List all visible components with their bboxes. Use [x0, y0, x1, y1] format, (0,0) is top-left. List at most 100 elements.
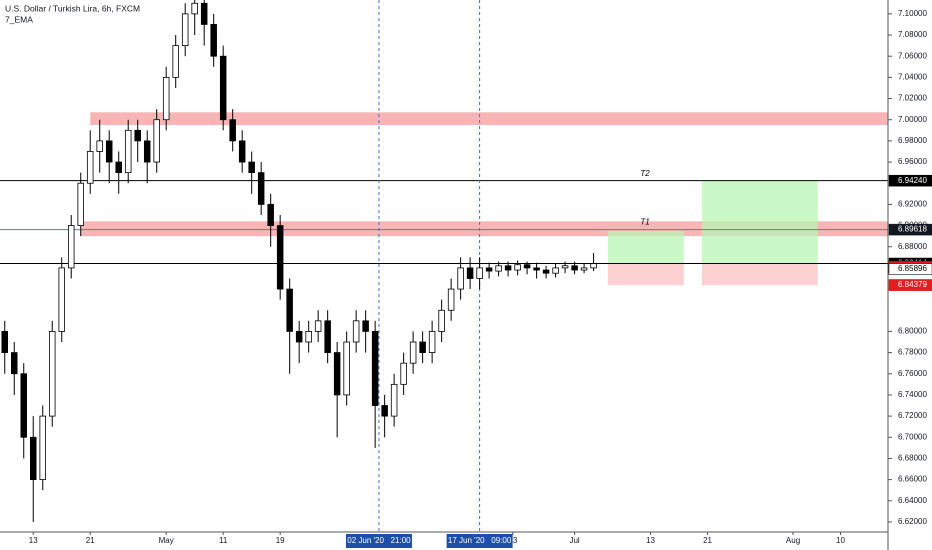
y-tick-label: 6.76000	[898, 369, 927, 378]
candle-body	[162, 76, 170, 121]
candle-body	[191, 2, 198, 15]
candle-body	[542, 269, 550, 274]
candle-body	[485, 267, 493, 272]
time-cursor-tag	[446, 534, 513, 548]
y-tick-label: 7.06000	[898, 51, 927, 60]
candle-body	[523, 264, 531, 269]
candle-body	[324, 320, 331, 353]
candle-body	[561, 265, 569, 269]
candle-body	[181, 13, 189, 47]
candle-body	[96, 140, 103, 152]
y-tick-label: 6.92000	[898, 200, 927, 209]
candle-body	[143, 140, 151, 163]
candle-body	[115, 161, 122, 174]
x-tick-label: 21	[86, 536, 95, 545]
profit-box	[607, 230, 684, 264]
candle-body	[476, 267, 483, 279]
x-tick-label: 11	[219, 536, 228, 545]
candle-body	[400, 362, 407, 385]
candle-body	[48, 331, 56, 417]
candle-body	[172, 45, 179, 78]
candle-body	[466, 267, 474, 279]
level-label: T2	[640, 169, 650, 178]
x-tick-label: 10	[836, 536, 845, 545]
loss-box	[607, 263, 684, 286]
y-tick-label: 7.04000	[898, 72, 927, 81]
candle-body	[229, 119, 236, 142]
price-tag-label: 6.85896	[898, 264, 927, 273]
indicator-label: 7_EMA	[5, 14, 33, 24]
candle-body	[381, 405, 388, 417]
candle-body	[514, 264, 521, 271]
candle-body	[210, 24, 217, 57]
candle-body	[305, 331, 312, 343]
candle-body	[552, 267, 559, 274]
candle-body	[571, 265, 578, 271]
candle-body	[428, 331, 436, 353]
candle-body	[248, 161, 255, 174]
candle-body	[219, 55, 227, 121]
time-cursor-label: 02 Jun '20 21:00	[347, 536, 411, 545]
candle-body	[134, 129, 141, 142]
candle-body	[419, 341, 426, 353]
y-tick-label: 6.78000	[898, 348, 927, 357]
candle-body	[1, 331, 8, 353]
candle-body	[267, 203, 274, 226]
y-tick-label: 6.98000	[898, 136, 927, 145]
candle-body	[77, 182, 84, 226]
candle-body	[124, 129, 132, 174]
resistance-zone	[90, 112, 888, 126]
candle-body	[457, 267, 464, 290]
y-tick-label: 6.88000	[898, 242, 927, 251]
y-tick-label: 6.96000	[898, 157, 927, 166]
candle-body	[238, 140, 246, 163]
x-tick-label: 13	[646, 536, 655, 545]
price-tag-label: 6.84379	[898, 280, 927, 289]
y-tick-label: 6.80000	[898, 327, 927, 336]
candle-body	[105, 140, 113, 163]
loss-box	[701, 263, 818, 286]
time-cursor-label: 17 Jun '20 09:00	[448, 536, 512, 545]
candle-body	[362, 320, 369, 332]
time-cursor-tag	[345, 534, 412, 548]
candle-body	[314, 320, 322, 332]
candle-body	[590, 263, 597, 269]
candle-body	[352, 320, 360, 343]
candle-body	[295, 331, 303, 343]
price-tag	[888, 279, 932, 291]
y-tick-label: 6.74000	[898, 390, 927, 399]
price-tag	[888, 263, 932, 275]
x-tick-label: 13	[29, 536, 38, 545]
candle-body	[20, 373, 27, 438]
candle-body	[343, 341, 350, 396]
candle-body	[390, 383, 398, 417]
profit-box	[701, 181, 818, 264]
candle-body	[153, 119, 160, 163]
candle-body	[257, 172, 265, 205]
candle-body	[10, 352, 18, 375]
y-tick-label: 7.10000	[898, 9, 927, 18]
price-tag	[888, 223, 932, 236]
y-tick-label: 6.68000	[898, 454, 927, 463]
y-tick-label: 7.02000	[898, 94, 927, 103]
candle-body	[276, 225, 284, 290]
candle-body	[58, 267, 65, 332]
candle-body	[371, 331, 379, 406]
level-label: T1	[640, 218, 649, 227]
candle-body	[504, 265, 512, 271]
candle-body	[39, 415, 46, 481]
chart-title: U.S. Dollar / Turkish Lira, 6h, FXCM	[5, 3, 140, 13]
price-tag-label: 6.89618	[898, 225, 927, 234]
x-tick-label: 21	[703, 536, 712, 545]
y-tick-label: 6.66000	[898, 475, 927, 484]
x-tick-label: 19	[276, 536, 285, 545]
candle-body	[447, 288, 455, 311]
candle-body	[333, 352, 341, 396]
candle-body	[495, 265, 502, 272]
price-tag	[888, 174, 932, 187]
candle-body	[67, 225, 75, 269]
y-tick-label: 6.72000	[898, 411, 927, 420]
candle-body	[533, 267, 540, 271]
y-tick-label: 6.64000	[898, 496, 927, 505]
